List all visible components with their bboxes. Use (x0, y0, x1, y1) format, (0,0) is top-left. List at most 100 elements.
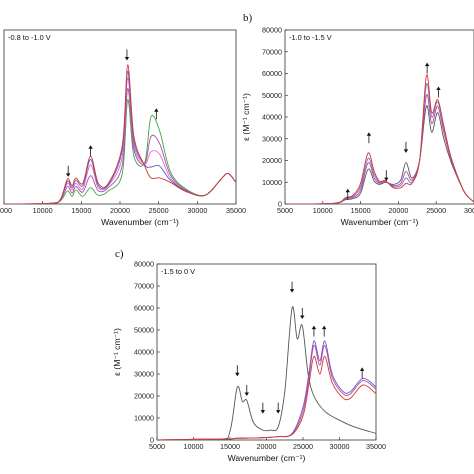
arrow-up-marker (436, 86, 441, 98)
arrow-head (124, 56, 130, 61)
arrow-head (345, 188, 350, 193)
series-line-4 (157, 355, 376, 440)
arrow-head (154, 108, 159, 112)
y-tick-label: 0 (150, 436, 154, 445)
x-tick-label: 20000 (257, 442, 277, 451)
arrow-down-marker (275, 402, 281, 414)
y-tick-label: 10000 (134, 414, 154, 423)
arrow-head (359, 367, 365, 371)
series-line-5 (4, 64, 236, 204)
arrow-head (244, 392, 249, 396)
series-group (157, 306, 376, 440)
voltage-range-label: -0.8 to -1.0 V (8, 33, 51, 42)
arrow-down-marker (300, 308, 305, 319)
plot-frame (3, 29, 237, 205)
voltage-range-label: -1.0 to -1.5 V (289, 33, 332, 42)
arrow-up-marker (366, 132, 372, 144)
arrow-up-marker (424, 62, 430, 74)
series-line-1 (4, 99, 236, 204)
series-line-1 (285, 105, 474, 204)
arrow-head (321, 325, 327, 330)
arrow-down-marker (289, 281, 295, 293)
x-tick-label: 25000 (293, 442, 313, 451)
y-tick-label: 70000 (134, 282, 154, 291)
arrow-head (300, 315, 305, 319)
y-tick-label: 50000 (262, 91, 282, 100)
arrow-up-marker (359, 367, 365, 379)
arrow-head (289, 289, 295, 293)
series-line-2 (285, 94, 474, 204)
arrow-head (311, 325, 317, 330)
y-tick-label: 0 (278, 200, 282, 209)
y-tick-label: 70000 (262, 47, 282, 56)
arrow-down-marker (403, 141, 409, 153)
arrow-head (424, 62, 430, 67)
x-tick-label: 15000 (71, 206, 91, 215)
x-tick-label: 20000 (388, 206, 408, 215)
series-group (4, 64, 236, 204)
series-line-4 (4, 70, 236, 204)
y-tick-label: 30000 (262, 134, 282, 143)
arrow-up-marker (321, 325, 327, 337)
x-axis-label: Wavenumber (cm⁻¹) (228, 453, 306, 463)
x-tick-label: 35000 (226, 206, 246, 215)
x-tick-label: 10000 (184, 442, 204, 451)
y-tick-label: 20000 (262, 156, 282, 165)
arrow-down-marker (260, 402, 266, 414)
arrow-head (436, 86, 441, 91)
x-tick-label: 15000 (351, 206, 371, 215)
panel-b: 5000 10000 15000 20000 25000 30000 0 10000 20000… (241, 12, 474, 227)
arrow-head (275, 410, 281, 414)
y-tick-label: 40000 (262, 113, 282, 122)
y-tick-label: 20000 (134, 392, 154, 401)
y-tick-label: 60000 (262, 69, 282, 78)
panel-label: c) (115, 248, 124, 260)
y-tick-label: 40000 (134, 348, 154, 357)
x-tick-label: 10000 (33, 206, 53, 215)
x-tick-label: 5000 (149, 442, 165, 451)
series-line-2 (157, 340, 376, 440)
x-tick-label: 15000 (220, 442, 240, 451)
x-tick-label: 25000 (149, 206, 169, 215)
x-tick-label: 5000 (0, 206, 12, 215)
voltage-range-label: -1.5 to 0 V (161, 267, 195, 276)
arrow-head (403, 149, 409, 153)
arrow-head (88, 145, 93, 149)
arrow-up-marker (88, 145, 93, 157)
series-group (285, 74, 474, 204)
x-tick-label: 30000 (187, 206, 207, 215)
panel-a: 5000 10000 15000 20000 25000 30000 35000 Wavenu… (0, 29, 246, 227)
arrow-up-marker (345, 188, 350, 200)
panel-label: b) (243, 12, 253, 24)
arrow-down-marker (65, 165, 71, 177)
y-tick-label: 60000 (134, 304, 154, 313)
series-line-4 (285, 74, 474, 204)
x-tick-label: 30000 (330, 442, 350, 451)
arrow-head (260, 410, 266, 414)
y-tick-label: 50000 (134, 326, 154, 335)
arrow-head (384, 177, 389, 182)
x-tick-label: 35000 (366, 442, 386, 451)
arrow-down-marker (384, 170, 389, 182)
y-axis-label: ε (M⁻¹ cm⁻¹) (241, 93, 251, 141)
arrow-down-marker (124, 49, 130, 61)
plot-frame (284, 29, 474, 205)
x-axis-label: Wavenumber (cm⁻¹) (341, 217, 419, 227)
arrow-head (65, 173, 71, 177)
series-line-3 (4, 77, 236, 204)
series-line-3 (157, 344, 376, 440)
y-tick-label: 80000 (262, 26, 282, 35)
x-tick-label: 25000 (426, 206, 446, 215)
arrow-down-marker (235, 365, 240, 377)
x-tick-label: 30000 (464, 206, 474, 215)
arrow-head (366, 132, 372, 136)
y-tick-label: 30000 (134, 370, 154, 379)
panel-c: 5000 10000 15000 20000 25000 30000 35000 0 10000… (112, 248, 386, 463)
x-tick-label: 20000 (110, 206, 130, 215)
arrow-up-marker (311, 325, 317, 337)
x-tick-label: 10000 (313, 206, 333, 215)
y-axis-label: ε (M⁻¹ cm⁻¹) (112, 328, 122, 376)
x-tick-label: 5000 (277, 206, 293, 215)
arrow-head (235, 372, 240, 377)
